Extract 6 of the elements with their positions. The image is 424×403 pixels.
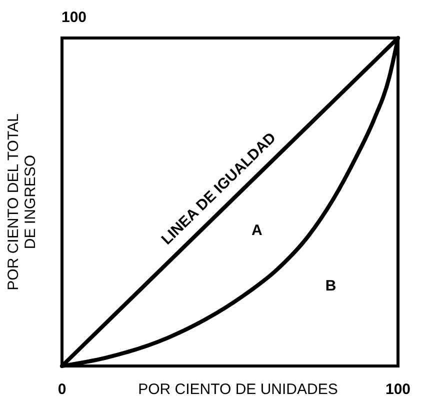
text: 100 xyxy=(61,9,87,26)
x-axis-title: POR CIENTO DE UNIDADES xyxy=(138,381,338,398)
annotation: A xyxy=(251,222,262,239)
y-axis-title: POR CIENTO DEL TOTAL DE INGRESO xyxy=(5,114,39,290)
annotation: B xyxy=(325,278,336,295)
x-tick-label: 0 xyxy=(58,381,66,398)
